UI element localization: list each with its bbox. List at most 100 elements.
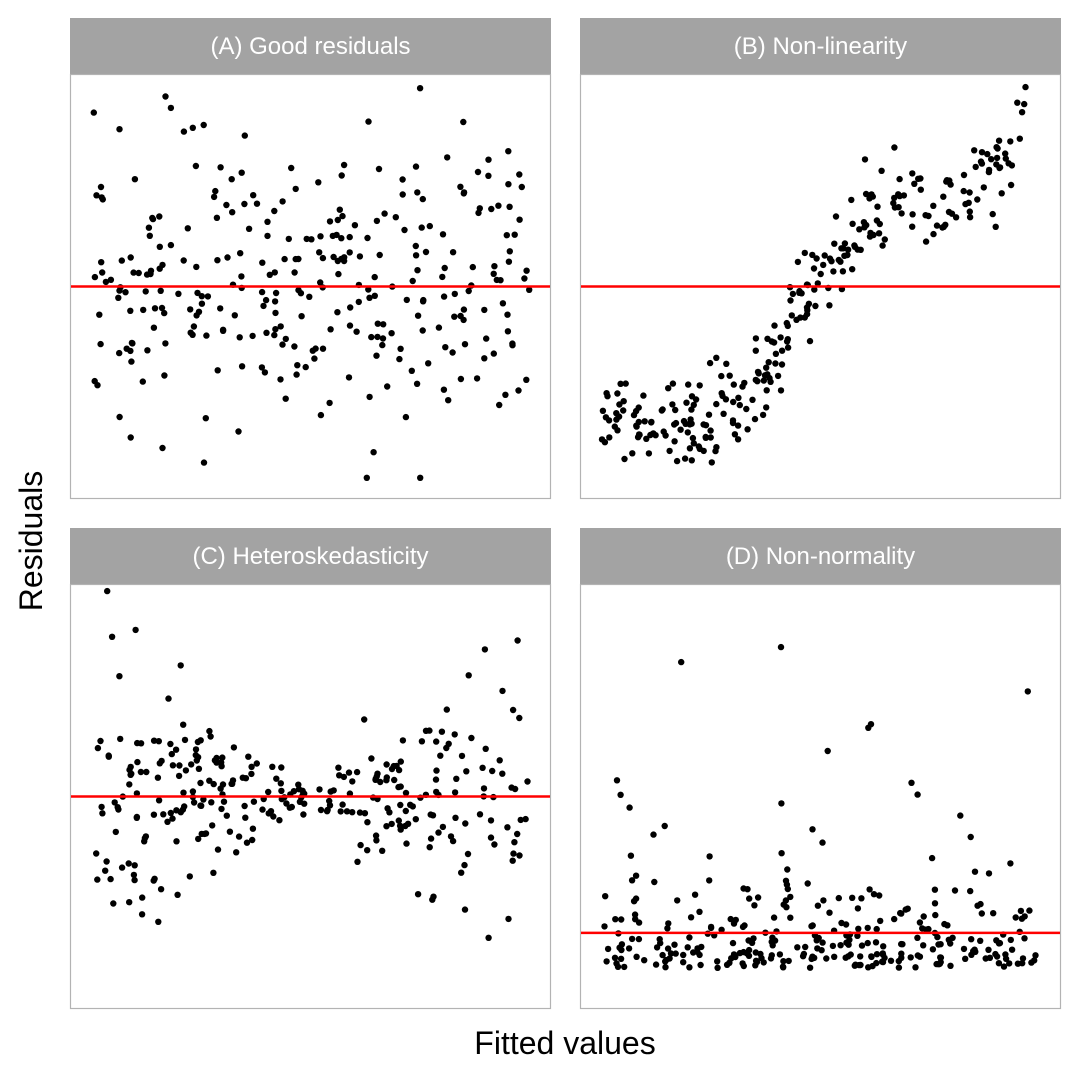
scatter-point bbox=[145, 224, 153, 231]
scatter-point bbox=[461, 906, 469, 913]
scatter-point bbox=[458, 752, 466, 760]
scatter-point bbox=[354, 858, 361, 865]
scatter-point bbox=[940, 193, 947, 200]
scatter-point bbox=[514, 637, 521, 644]
scatter-point bbox=[326, 399, 333, 407]
scatter-point bbox=[928, 854, 936, 862]
scatter-point bbox=[399, 191, 406, 198]
scatter-point bbox=[237, 250, 244, 257]
scatter-point bbox=[718, 926, 725, 933]
scatter-point bbox=[308, 236, 315, 243]
scatter-point bbox=[967, 887, 974, 895]
scatter-point bbox=[621, 963, 628, 971]
scatter-point bbox=[734, 422, 742, 429]
scatter-point bbox=[271, 298, 279, 305]
scatter-point bbox=[863, 221, 870, 229]
scatter-point bbox=[891, 144, 898, 151]
scatter-point bbox=[451, 731, 458, 738]
scatter-point bbox=[1002, 155, 1009, 162]
scatter-point bbox=[457, 375, 465, 383]
scatter-point bbox=[461, 861, 468, 869]
scatter-point bbox=[499, 300, 507, 307]
scatter-point bbox=[627, 852, 635, 859]
scatter-point bbox=[988, 156, 995, 163]
scatter-point bbox=[346, 249, 353, 256]
scatter-point bbox=[931, 900, 939, 907]
scatter-point bbox=[433, 788, 440, 796]
scatter-point bbox=[995, 940, 1003, 947]
scatter-point bbox=[488, 205, 495, 213]
scatter-point bbox=[753, 958, 761, 966]
scatter-point bbox=[309, 347, 316, 354]
scatter-point bbox=[261, 369, 269, 376]
scatter-point bbox=[606, 434, 613, 441]
scatter-point bbox=[291, 343, 298, 350]
scatter-point bbox=[487, 834, 495, 841]
scatter-point bbox=[300, 811, 307, 818]
scatter-point bbox=[778, 800, 785, 807]
scatter-point bbox=[167, 740, 174, 748]
scatter-point bbox=[980, 184, 987, 191]
scatter-point bbox=[444, 154, 451, 161]
scatter-point bbox=[771, 322, 778, 329]
scatter-point bbox=[315, 179, 322, 186]
scatter-point bbox=[279, 341, 286, 348]
scatter-point bbox=[671, 941, 678, 948]
scatter-point bbox=[283, 800, 290, 807]
scatter-point bbox=[778, 347, 786, 354]
scatter-point bbox=[288, 164, 295, 172]
scatter-point bbox=[878, 167, 885, 174]
scatter-point bbox=[617, 791, 624, 798]
scatter-point bbox=[522, 815, 529, 823]
scatter-point bbox=[220, 798, 228, 805]
scatter-point bbox=[723, 961, 731, 968]
scatter-point bbox=[618, 916, 625, 923]
scatter-point bbox=[689, 434, 697, 442]
scatter-point bbox=[960, 945, 968, 953]
scatter-point bbox=[98, 259, 105, 266]
scatter-point bbox=[932, 911, 939, 919]
panel-a-strip bbox=[70, 18, 551, 74]
scatter-point bbox=[159, 444, 166, 452]
scatter-point bbox=[253, 200, 261, 207]
scatter-point bbox=[94, 744, 102, 752]
scatter-point bbox=[347, 304, 354, 311]
scatter-point bbox=[868, 191, 875, 198]
scatter-point bbox=[271, 269, 278, 276]
scatter-point bbox=[819, 939, 826, 946]
scatter-point bbox=[817, 270, 824, 278]
scatter-point bbox=[211, 757, 219, 764]
scatter-point bbox=[116, 287, 123, 294]
scatter-point bbox=[504, 824, 511, 831]
scatter-point bbox=[688, 393, 696, 400]
scatter-point bbox=[200, 121, 207, 129]
scatter-point bbox=[250, 192, 257, 199]
scatter-point bbox=[846, 936, 853, 943]
scatter-point bbox=[601, 923, 608, 930]
scatter-point bbox=[238, 169, 245, 176]
scatter-point bbox=[794, 258, 802, 266]
scatter-point bbox=[982, 955, 989, 962]
scatter-point bbox=[381, 210, 388, 217]
scatter-point bbox=[376, 251, 383, 259]
scatter-point bbox=[229, 209, 236, 216]
scatter-point bbox=[490, 270, 497, 277]
scatter-point bbox=[181, 803, 188, 810]
scatter-point bbox=[503, 232, 510, 239]
scatter-point bbox=[909, 223, 916, 230]
scatter-point bbox=[713, 444, 720, 451]
scatter-point bbox=[174, 891, 181, 898]
scatter-point bbox=[698, 943, 705, 951]
scatter-point bbox=[784, 344, 792, 351]
scatter-point bbox=[754, 368, 762, 376]
scatter-point bbox=[515, 387, 522, 394]
scatter-point bbox=[785, 957, 792, 965]
scatter-point bbox=[449, 249, 457, 256]
scatter-point bbox=[876, 892, 883, 899]
scatter-point bbox=[298, 313, 305, 320]
scatter-point bbox=[870, 891, 878, 898]
scatter-point bbox=[917, 175, 924, 182]
scatter-point bbox=[290, 788, 298, 795]
scatter-point bbox=[810, 265, 818, 272]
scatter-point bbox=[463, 768, 470, 775]
